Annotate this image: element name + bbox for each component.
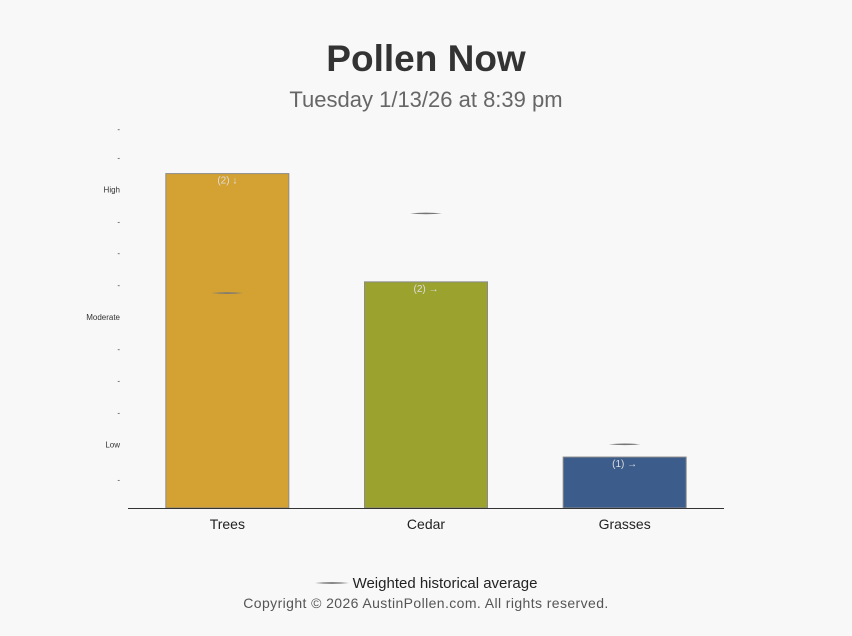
bar-trees [165, 173, 290, 509]
x-tick-label: Cedar [407, 516, 445, 532]
bar-data-label: (2) ↓ [217, 176, 237, 187]
x-tick-label: Grasses [599, 516, 651, 532]
y-tick-label: Low [105, 440, 120, 449]
y-tick-label: - [117, 377, 120, 386]
y-tick-label: - [117, 125, 120, 134]
historical-average-marker [410, 212, 442, 215]
y-tick-label: - [117, 475, 120, 484]
y-tick-label: - [117, 154, 120, 163]
y-tick-label: - [117, 408, 120, 417]
bar-data-label: (2) → [414, 284, 439, 295]
pollen-bar-chart: - Low - - - Moderate - - - High - - (2) ↓ Trees (2) → C… [86, 125, 724, 532]
copyright-text: Copyright © 2026 AustinPollen.com. All r… [243, 595, 609, 611]
y-tick-label: - [117, 249, 120, 258]
legend-label: Weighted historical average [352, 575, 538, 592]
bar-grasses [562, 456, 687, 509]
bar-cedar [364, 281, 488, 509]
historical-average-marker [211, 292, 244, 294]
x-tick-label: Trees [210, 516, 245, 532]
chart-subtitle: Tuesday 1/13/26 at 8:39 pm [289, 87, 563, 112]
bar-data-label: (1) → [612, 459, 637, 470]
historical-average-marker [608, 443, 641, 446]
historical-average-legend-icon [314, 581, 349, 584]
chart-title: Pollen Now [326, 38, 526, 79]
legend: Weighted historical average [0, 575, 852, 592]
y-tick-label: High [104, 186, 120, 195]
y-tick-label: - [117, 281, 120, 290]
y-tick-label: Moderate [86, 313, 120, 322]
y-tick-label: - [117, 217, 120, 226]
y-tick-label: - [117, 345, 120, 354]
